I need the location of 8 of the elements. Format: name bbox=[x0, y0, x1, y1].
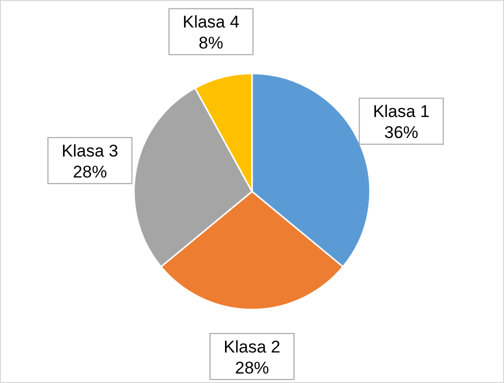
data-label: 28% bbox=[72, 162, 107, 182]
slice-label: Klasa 4 bbox=[182, 12, 240, 32]
slice-label: Klasa 1 bbox=[372, 102, 430, 122]
slice-label: Klasa 3 bbox=[62, 142, 118, 161]
slice-label: Klasa 2 bbox=[224, 338, 280, 356]
data-label: 8% bbox=[198, 34, 224, 53]
data-label: 28% bbox=[234, 358, 270, 378]
data-label: 36% bbox=[384, 123, 418, 142]
